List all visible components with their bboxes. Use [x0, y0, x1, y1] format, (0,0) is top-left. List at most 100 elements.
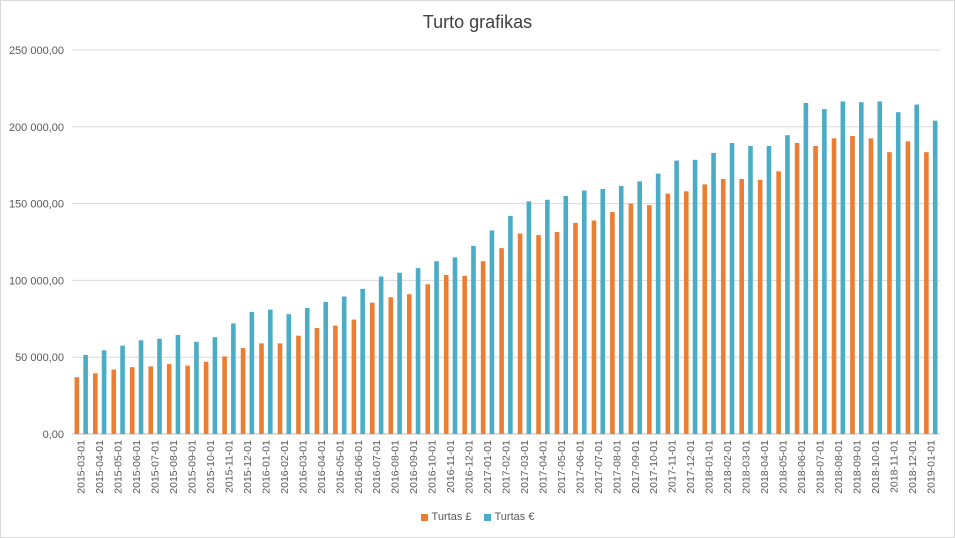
x-tick-label: 2017-11-01 [667, 440, 679, 493]
bar-series-2 [858, 102, 864, 434]
bar-series-2 [840, 101, 846, 435]
x-tick-label: 2015-05-01 [113, 440, 125, 494]
bar-series-1 [148, 366, 154, 434]
bar-series-2 [231, 323, 236, 434]
bar-series-1 [702, 184, 708, 434]
legend-swatch-series-2 [483, 513, 491, 521]
bar-series-1 [111, 369, 117, 434]
x-tick-label: 2016-01-01 [260, 440, 272, 494]
x-tick-label: 2018-11-01 [888, 440, 900, 493]
x-tick-label: 2016-12-01 [464, 440, 476, 494]
bar-series-1 [924, 152, 929, 434]
bar-series-2 [157, 338, 162, 434]
bar-series-1 [794, 142, 800, 434]
x-tick-label: 2017-07-01 [593, 440, 605, 494]
x-tick-label: 2018-01-01 [704, 440, 716, 494]
x-tick-label: 2015-07-01 [150, 440, 162, 494]
bar-series-2 [692, 159, 698, 434]
bar-series-1 [554, 232, 560, 434]
x-tick-label: 2016-09-01 [408, 440, 420, 494]
bar-series-2 [101, 350, 107, 434]
bar-series-1 [850, 136, 855, 434]
bar-series-2 [304, 308, 310, 434]
bar-series-2 [914, 104, 919, 434]
bar-series-1 [813, 146, 818, 434]
bar-series-2 [877, 101, 883, 435]
x-tick-label: 2016-06-01 [353, 440, 365, 494]
bar-series-1 [93, 373, 98, 434]
bar-series-2 [360, 288, 365, 434]
bar-series-2 [415, 268, 421, 434]
bar-series-1 [683, 191, 689, 434]
bar-series-1 [868, 138, 874, 434]
y-tick-label: 150 000,00 [9, 199, 64, 211]
bar-series-2 [434, 261, 439, 434]
bar-series-1 [739, 179, 744, 434]
bar-series-1 [277, 343, 283, 434]
bar-series-1 [406, 294, 412, 434]
legend-label-series-1: Turtas £ [431, 511, 472, 523]
bar-series-1 [905, 141, 911, 434]
y-axis-tick-labels: 0,00 50 000,00 100 000,00 150 000,00 200 000… [9, 45, 64, 441]
x-tick-label: 2016-08-01 [390, 440, 402, 494]
x-tick-label: 2019-01-01 [925, 440, 937, 494]
x-tick-label: 2015-10-01 [205, 440, 217, 494]
bar-series-1 [757, 179, 763, 434]
bar-series-1 [333, 325, 338, 434]
bar-series-1 [499, 248, 504, 434]
bar-series-2 [563, 195, 569, 434]
bar-series-2 [748, 146, 753, 434]
y-tick-label: 250 000,00 [9, 45, 64, 57]
y-tick-label: 0,00 [43, 429, 64, 441]
x-tick-label: 2018-06-01 [796, 440, 808, 494]
bar-series-1 [647, 205, 652, 434]
x-tick-label: 2018-09-01 [851, 440, 863, 494]
x-tick-label: 2017-09-01 [630, 440, 642, 494]
x-tick-label: 2015-08-01 [168, 440, 180, 494]
bar-series-2 [341, 296, 347, 434]
bar-series-1 [370, 302, 375, 434]
bar-series-1 [665, 193, 671, 434]
bar-series-1 [129, 367, 135, 434]
bar-series-1 [443, 275, 449, 434]
bar-series-1 [720, 179, 726, 434]
x-tick-label: 2017-06-01 [574, 440, 586, 494]
bar-series-2 [655, 173, 661, 434]
bar-series-1 [425, 284, 431, 434]
bar-series-1 [259, 343, 264, 434]
bar-series-2 [286, 314, 292, 434]
x-tick-label: 2016-03-01 [297, 440, 309, 494]
bar-series-1 [462, 275, 467, 434]
x-tick-label: 2015-12-01 [242, 440, 254, 494]
x-tick-label: 2018-02-01 [722, 440, 734, 494]
bar-series-1 [296, 335, 301, 434]
x-tick-label: 2016-05-01 [334, 440, 346, 494]
bar-series-1 [776, 171, 781, 434]
legend-item-series-2: Turtas € [483, 511, 534, 523]
bar-series-2 [822, 109, 827, 434]
y-tick-label: 200 000,00 [9, 122, 64, 134]
x-tick-label: 2017-10-01 [648, 440, 660, 494]
x-tick-label: 2017-03-01 [519, 440, 531, 494]
bar-series-2 [785, 135, 790, 434]
bar-series-2 [452, 257, 458, 434]
legend: Turtas £ Turtas € [0, 511, 955, 523]
legend-swatch-series-1 [420, 513, 428, 521]
x-tick-label: 2016-02-01 [279, 440, 291, 494]
x-tick-label: 2015-06-01 [131, 440, 143, 494]
bar-series-1 [610, 212, 615, 434]
bar-series-2 [637, 181, 642, 434]
bar-series-2 [83, 354, 88, 434]
bar-series-2 [803, 102, 809, 435]
bar-series-1 [517, 233, 523, 434]
x-tick-label: 2015-04-01 [94, 440, 106, 494]
bar-series-2 [175, 334, 181, 434]
bar-series-2 [932, 120, 938, 434]
legend-item-series-1: Turtas £ [420, 511, 472, 523]
bar-series-1 [388, 297, 394, 434]
bar-series-1 [480, 261, 486, 434]
bar-series-2 [212, 337, 218, 434]
x-tick-label: 2017-05-01 [556, 440, 568, 494]
bar-series-2 [674, 160, 679, 434]
x-tick-label: 2018-08-01 [833, 440, 845, 494]
